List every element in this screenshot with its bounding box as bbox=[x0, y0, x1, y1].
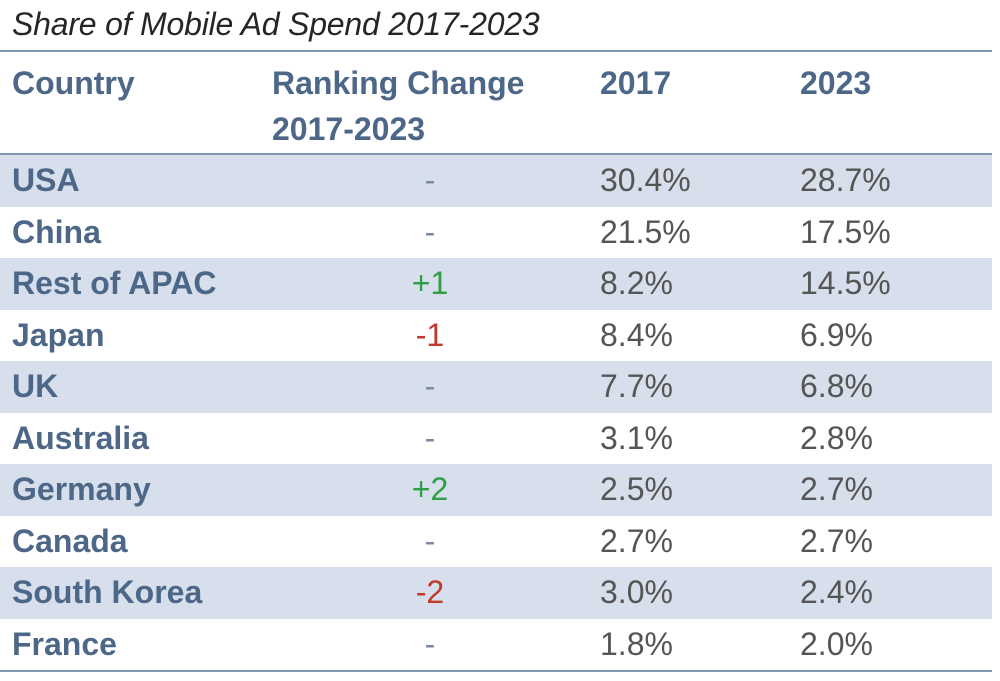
share-2023-cell: 2.7% bbox=[800, 522, 873, 559]
share-2017-cell: 7.7% bbox=[600, 368, 673, 404]
header-rule bbox=[0, 153, 992, 155]
ranking-change-cell: -2 bbox=[415, 574, 445, 610]
share-2023-cell: 2.0% bbox=[800, 625, 873, 662]
top-rule bbox=[0, 50, 992, 52]
country-cell: UK bbox=[12, 368, 59, 404]
table-row: Germany +2 2.5% 2.7% bbox=[0, 464, 992, 516]
header-country: Country bbox=[12, 65, 135, 101]
ranking-change-cell: +2 bbox=[411, 471, 449, 507]
share-2017-cell: 2.7% bbox=[600, 522, 673, 559]
share-2017-cell: 30.4% bbox=[600, 162, 691, 198]
country-cell: Japan bbox=[12, 316, 105, 353]
share-2023-cell: 6.9% bbox=[800, 316, 873, 353]
header-2017: 2017 bbox=[600, 65, 672, 101]
ranking-change-cell: - bbox=[424, 522, 436, 559]
table-row: China - 21.5% 17.5% bbox=[0, 207, 992, 259]
share-2023-cell: 14.5% bbox=[800, 265, 891, 301]
ranking-change-cell: - bbox=[424, 162, 436, 198]
share-2017-cell: 8.4% bbox=[600, 316, 673, 353]
country-cell: Rest of APAC bbox=[12, 265, 217, 301]
country-cell: Canada bbox=[12, 522, 128, 559]
table-row: South Korea -2 3.0% 2.4% bbox=[0, 567, 992, 619]
table-header: Country Ranking Change 2017-2023 2017 20… bbox=[0, 52, 992, 153]
share-2017-cell: 8.2% bbox=[600, 265, 673, 301]
country-cell: South Korea bbox=[12, 574, 203, 610]
header-2023: 2023 bbox=[800, 65, 872, 101]
ranking-change-cell: -1 bbox=[415, 316, 445, 353]
table-row: Australia - 3.1% 2.8% bbox=[0, 413, 992, 465]
share-2023-cell: 2.4% bbox=[800, 574, 873, 610]
share-2023-cell: 6.8% bbox=[800, 368, 873, 404]
country-cell: France bbox=[12, 625, 117, 662]
header-ranking-change-line1: Ranking Change bbox=[272, 65, 525, 101]
share-2023-cell: 28.7% bbox=[800, 162, 891, 198]
share-2023-cell: 2.7% bbox=[800, 471, 873, 507]
table-title: Share of Mobile Ad Spend 2017-2023 bbox=[12, 6, 540, 42]
ranking-change-cell: - bbox=[424, 625, 436, 662]
table-row: Rest of APAC +1 8.2% 14.5% bbox=[0, 258, 992, 310]
ranking-change-cell: - bbox=[424, 213, 436, 250]
table-row: UK - 7.7% 6.8% bbox=[0, 361, 992, 413]
bottom-rule bbox=[0, 670, 992, 672]
share-2017-cell: 3.0% bbox=[600, 574, 673, 610]
country-cell: China bbox=[12, 213, 101, 250]
share-2023-cell: 17.5% bbox=[800, 213, 891, 250]
ranking-change-cell: +1 bbox=[411, 265, 449, 301]
ranking-change-cell: - bbox=[424, 368, 436, 404]
table-row: Canada - 2.7% 2.7% bbox=[0, 516, 992, 568]
table-row: France - 1.8% 2.0% bbox=[0, 619, 992, 671]
share-2017-cell: 21.5% bbox=[600, 213, 691, 250]
country-cell: Australia bbox=[12, 419, 149, 456]
ranking-change-cell: - bbox=[424, 419, 436, 456]
country-cell: Germany bbox=[12, 471, 151, 507]
table-row: USA - 30.4% 28.7% bbox=[0, 155, 992, 207]
header-ranking-change-line2: 2017-2023 bbox=[272, 111, 426, 147]
share-2017-cell: 1.8% bbox=[600, 625, 673, 662]
country-cell: USA bbox=[12, 162, 80, 198]
share-2017-cell: 2.5% bbox=[600, 471, 673, 507]
share-2023-cell: 2.8% bbox=[800, 419, 873, 456]
header-ranking-change: Ranking Change 2017-2023 bbox=[272, 60, 572, 152]
table-row: Japan -1 8.4% 6.9% bbox=[0, 310, 992, 362]
share-2017-cell: 3.1% bbox=[600, 419, 673, 456]
table-body: USA - 30.4% 28.7% China - 21.5% 17.5% Rest of AP… bbox=[0, 155, 992, 670]
